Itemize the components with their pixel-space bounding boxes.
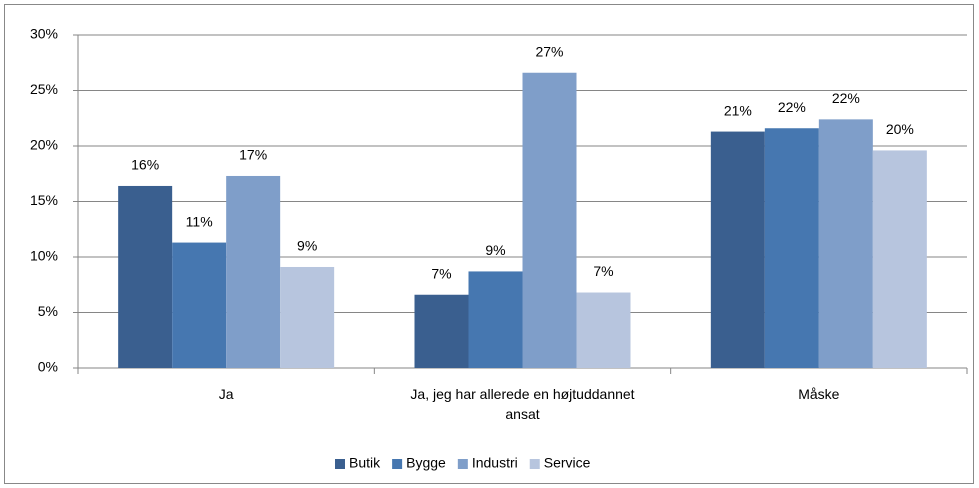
data-label: 22% <box>778 99 806 115</box>
data-label: 9% <box>297 238 317 254</box>
bar <box>522 72 577 369</box>
legend-label: Bygge <box>406 455 446 471</box>
bar <box>172 242 227 368</box>
legend-swatch <box>392 459 403 469</box>
y-tick-label: 5% <box>38 303 58 319</box>
y-tick-label: 15% <box>30 192 58 208</box>
x-tick-label: Ja, jeg har allerede en højtuddannet ans… <box>410 386 635 422</box>
data-label: 7% <box>431 265 451 281</box>
bar <box>414 294 469 368</box>
data-label: 16% <box>131 157 159 173</box>
y-tick-label: 25% <box>30 81 58 97</box>
data-label: 11% <box>186 213 213 229</box>
legend-label: Service <box>544 455 591 471</box>
data-label: 17% <box>239 147 267 163</box>
y-tick-label: 20% <box>30 137 58 153</box>
data-label: 7% <box>593 263 613 279</box>
legend-swatch <box>529 459 540 469</box>
x-tick-label: Måske <box>798 386 840 402</box>
data-label: 27% <box>535 43 563 59</box>
legend-label: Butik <box>349 455 381 471</box>
legend-label: Industri <box>472 455 518 471</box>
data-label: 20% <box>886 121 914 137</box>
bar <box>118 185 173 368</box>
bar <box>468 271 523 368</box>
y-tick-label: 0% <box>38 359 58 375</box>
bar <box>764 128 819 368</box>
bar <box>872 150 927 368</box>
bar <box>280 266 335 368</box>
bar <box>710 131 765 368</box>
y-tick-label: 10% <box>30 248 58 264</box>
data-label: 9% <box>485 242 505 258</box>
bar <box>818 119 873 368</box>
y-tick-label: 30% <box>30 26 58 42</box>
bar <box>226 175 281 368</box>
legend-swatch <box>457 459 468 469</box>
x-tick-label: Ja <box>218 386 234 402</box>
data-label: 22% <box>832 90 860 106</box>
bar <box>576 292 631 368</box>
data-label: 21% <box>724 102 752 118</box>
legend-swatch <box>335 459 345 469</box>
